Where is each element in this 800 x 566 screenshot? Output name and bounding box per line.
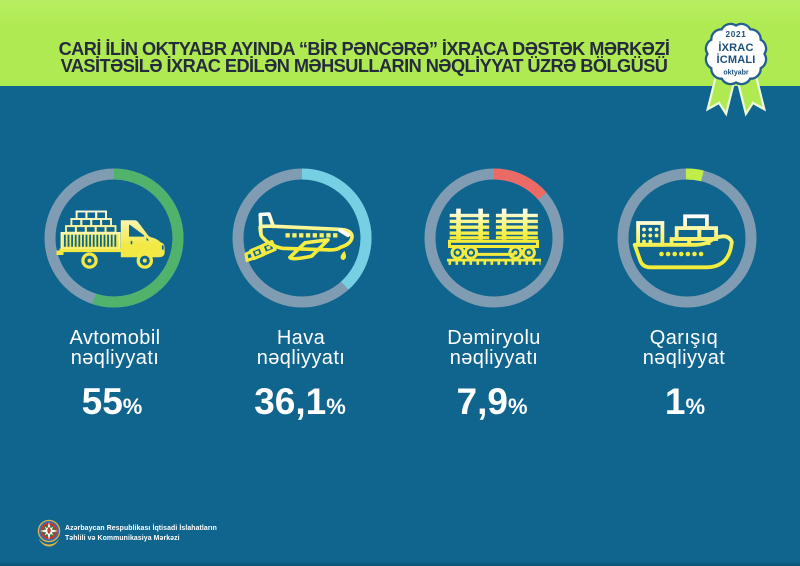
svg-text:İCMALI: İCMALI (716, 53, 755, 66)
svg-text:oktyabr: oktyabr (723, 70, 749, 77)
svg-text:İXRAC: İXRAC (718, 41, 753, 54)
svg-text:2021: 2021 (725, 30, 746, 39)
